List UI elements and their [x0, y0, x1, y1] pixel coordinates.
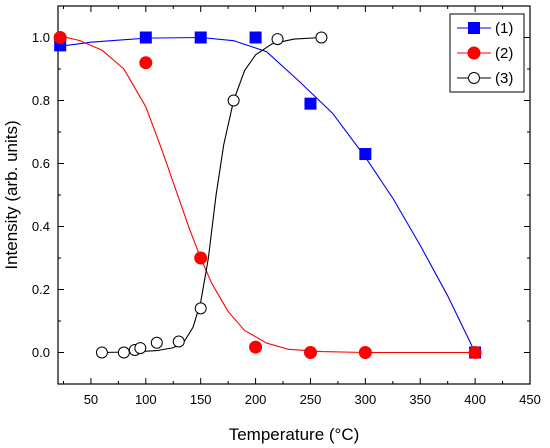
y-tick-label: 0.8	[32, 93, 50, 108]
series-2	[53, 31, 482, 359]
legend-marker-3	[468, 72, 480, 84]
y-tick-label: 1.0	[32, 30, 50, 45]
series-3-point	[117, 346, 130, 359]
series-3-point	[315, 31, 328, 44]
y-axis-title: Intensity (arb. units)	[2, 120, 21, 269]
series-1-point	[304, 97, 317, 110]
x-tick-label: 400	[464, 392, 486, 407]
y-tick-label: 0.0	[32, 345, 50, 360]
series-2-point	[358, 346, 372, 359]
series-3-point	[172, 335, 185, 348]
series-3-point	[95, 346, 108, 359]
x-tick-label: 200	[245, 392, 267, 407]
x-tick-label: 150	[190, 392, 212, 407]
x-tick-label: 350	[409, 392, 431, 407]
series-1	[54, 31, 482, 359]
legend-label-2: (2)	[495, 45, 513, 62]
x-tick-label: 300	[354, 392, 376, 407]
y-tick-label: 0.2	[32, 282, 50, 297]
axes: 50 100 150 200 250 300 350 400 450 0.0 0.2 0.4 0.6 0.…	[32, 5, 541, 407]
series-3-point	[150, 336, 163, 349]
x-tick-label: 450	[519, 392, 541, 407]
series-3-fit-line	[101, 36, 322, 354]
series-2-point	[468, 346, 482, 359]
legend-marker-2	[467, 46, 481, 60]
series-3-point	[194, 302, 207, 315]
x-tick-label: 100	[135, 392, 157, 407]
series-2-point	[303, 346, 317, 359]
series-2-point	[194, 251, 208, 265]
series-layer	[53, 31, 482, 359]
series-3-point	[271, 33, 284, 46]
series-1-point	[194, 31, 207, 44]
series-1-point	[249, 31, 262, 44]
y-tick-label: 0.4	[32, 219, 50, 234]
series-2-point	[139, 56, 153, 70]
legend-label-1: (1)	[495, 20, 513, 37]
legend-marker-1	[468, 22, 480, 34]
y-tick-label: 0.6	[32, 156, 50, 171]
legend: (1) (2) (3)	[449, 13, 525, 93]
x-tick-label: 250	[300, 392, 322, 407]
x-tick-label: 50	[84, 392, 98, 407]
series-2-point	[249, 340, 263, 354]
series-3-point	[134, 342, 147, 355]
series-3	[95, 31, 328, 359]
series-1-point	[139, 31, 152, 44]
series-1-fit-line	[60, 36, 476, 353]
series-2-point	[53, 31, 67, 44]
series-2-fit-line	[60, 35, 476, 354]
series-1-point	[359, 148, 372, 161]
legend-label-3: (3)	[495, 70, 513, 87]
x-axis-title: Temperature (°C)	[229, 425, 360, 444]
series-3-point	[227, 94, 240, 107]
